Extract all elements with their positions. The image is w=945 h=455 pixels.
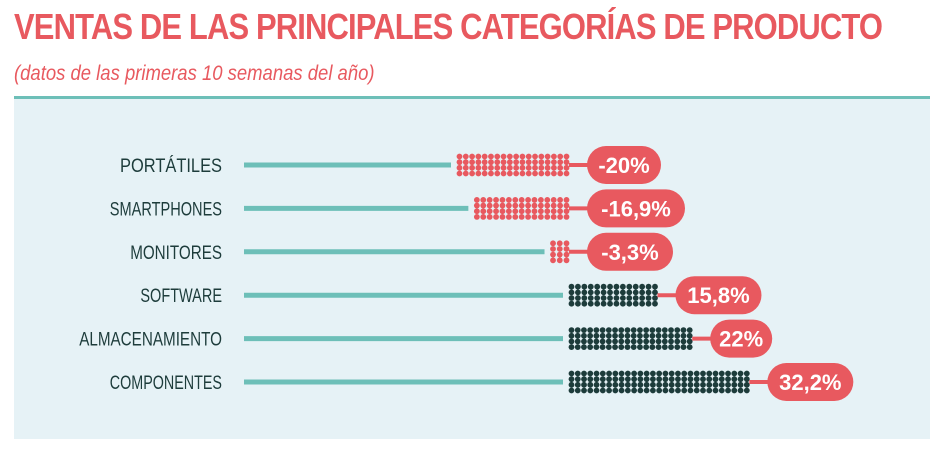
category-label: SMARTPHONES <box>110 199 222 220</box>
chart-subtitle: (datos de las primeras 10 semanas del añ… <box>14 62 375 85</box>
bar <box>456 153 570 177</box>
bar <box>568 327 693 350</box>
category-label: ALMACENAMIENTO <box>79 330 222 351</box>
value-label: -3,3% <box>601 240 658 265</box>
category-label: PORTÁTILES <box>120 156 222 177</box>
chart-title: VENTAS DE LAS PRINCIPALES CATEGORÍAS DE … <box>14 6 883 47</box>
value-badge <box>587 232 673 271</box>
bar <box>550 240 570 264</box>
category-label: SOFTWARE <box>140 286 222 307</box>
value-badge <box>710 319 773 358</box>
value-label: -20% <box>598 153 649 178</box>
value-label: 32,2% <box>779 370 841 395</box>
value-label: -16,9% <box>601 196 671 221</box>
bar <box>473 197 570 220</box>
value-badge <box>767 363 854 401</box>
category-label: MONITORES <box>130 243 222 264</box>
value-label: 22% <box>719 327 763 352</box>
value-label: 15,8% <box>687 283 749 308</box>
value-badge <box>587 146 661 184</box>
bar <box>568 283 658 307</box>
title-divider <box>14 96 930 99</box>
value-badge <box>587 189 685 228</box>
value-badge <box>675 276 762 315</box>
bar <box>568 370 750 394</box>
category-label: COMPONENTES <box>110 373 222 394</box>
